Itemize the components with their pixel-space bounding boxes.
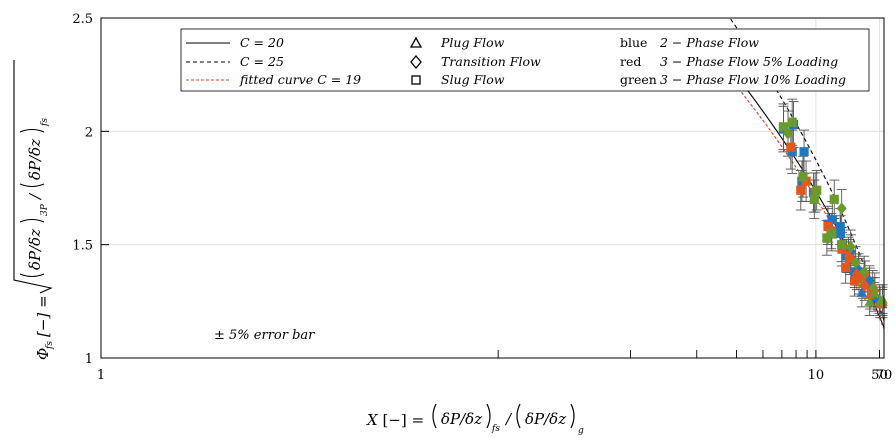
svg-text:Plug Flow: Plug Flow bbox=[440, 35, 505, 50]
data-point-diamond bbox=[783, 127, 794, 140]
data-point-diamond bbox=[850, 256, 861, 269]
y-tick-label: 1.5 bbox=[72, 239, 93, 254]
y-axis-label: Φ fs [−] = δP/δz 3P / δP/δz fs bbox=[13, 60, 55, 360]
svg-text:δP/δz: δP/δz bbox=[26, 139, 44, 180]
data-point-square bbox=[837, 240, 847, 250]
x-tick-label: 70 bbox=[876, 368, 893, 383]
legend-color-red: red 3 − Phase Flow 5% Loading bbox=[620, 54, 838, 69]
data-point-triangle bbox=[877, 293, 888, 304]
data-point-triangle bbox=[864, 296, 875, 306]
legend-box bbox=[180, 28, 870, 92]
legend-curve-c20: C = 20 bbox=[186, 35, 284, 50]
y-tick-label: 2.5 bbox=[72, 12, 93, 27]
data-point-square bbox=[778, 122, 789, 132]
data-point-square bbox=[809, 194, 819, 204]
y-tick-label: 2 bbox=[85, 125, 93, 140]
svg-text:fitted curve C = 19: fitted curve C = 19 bbox=[239, 72, 361, 87]
data-point-triangle bbox=[867, 280, 878, 291]
data-point-square bbox=[827, 228, 837, 238]
svg-text:δP/δz: δP/δz bbox=[26, 229, 44, 270]
data-point-triangle bbox=[856, 287, 868, 297]
data-point-diamond bbox=[859, 265, 870, 278]
data-point-square bbox=[827, 215, 837, 225]
svg-text:g: g bbox=[578, 426, 584, 436]
svg-text:blue: blue bbox=[620, 35, 647, 50]
data-point-diamond bbox=[836, 202, 847, 215]
legend-curve-c25: C = 25 bbox=[186, 54, 284, 69]
svg-text:3P: 3P bbox=[40, 203, 50, 216]
data-point-square bbox=[829, 194, 839, 204]
data-point-diamond bbox=[859, 279, 870, 292]
svg-text:δP/δz: δP/δz bbox=[525, 410, 566, 428]
x-tick-label: 1 bbox=[97, 368, 105, 383]
legend-marker-plug: Plug Flow bbox=[409, 35, 505, 50]
svg-text:fs: fs bbox=[491, 424, 500, 434]
data-point-square bbox=[812, 185, 822, 195]
triangle-marker-icon bbox=[409, 36, 423, 48]
data-point-square bbox=[798, 172, 808, 182]
plot-frame bbox=[100, 17, 885, 359]
svg-text:3 − Phase Flow 10% Loading: 3 − Phase Flow 10% Loading bbox=[660, 72, 846, 87]
legend-color-green: green 3 − Phase Flow 10% Loading bbox=[620, 72, 846, 87]
data-point-square bbox=[786, 142, 796, 152]
error-bar-annotation: ± 5% error bar bbox=[214, 328, 315, 343]
svg-text:[−] =: [−] = bbox=[34, 295, 52, 337]
legend-marker-transition: Transition Flow bbox=[410, 54, 541, 70]
data-point-square bbox=[796, 185, 806, 195]
svg-text:/: / bbox=[26, 192, 44, 201]
legend-color-blue: blue 2 − Phase Flow bbox=[620, 35, 759, 50]
legend: C = 20 C = 25 fitted curve C = 19 Plug F… bbox=[180, 28, 870, 92]
axis-ticks bbox=[100, 17, 885, 359]
data-point-square bbox=[841, 262, 851, 272]
diamond-marker-icon bbox=[410, 54, 422, 70]
svg-text:C = 20: C = 20 bbox=[240, 35, 284, 50]
svg-text:fs: fs bbox=[40, 118, 50, 127]
data-point-square bbox=[787, 117, 797, 127]
legend-marker-slug: Slug Flow bbox=[411, 72, 505, 87]
data-point-diamond bbox=[845, 240, 856, 253]
data-point-square bbox=[835, 228, 846, 238]
x-tick-label: 50 bbox=[871, 368, 888, 383]
svg-text:Φ: Φ bbox=[34, 348, 52, 360]
x-tick-label: 10 bbox=[808, 368, 825, 383]
data-point-square bbox=[822, 233, 832, 243]
data-points bbox=[778, 117, 888, 309]
data-point-square bbox=[835, 221, 845, 232]
data-point-diamond bbox=[843, 250, 854, 262]
svg-text:C = 25: C = 25 bbox=[240, 54, 284, 69]
data-point-diamond bbox=[851, 268, 862, 281]
x-axis-label: X [−] = δP/δz fs / δP/δz g bbox=[366, 403, 584, 436]
y-tick-label: 1 bbox=[85, 352, 93, 367]
svg-text:Slug Flow: Slug Flow bbox=[441, 72, 505, 87]
legend-curve-fitted: fitted curve C = 19 bbox=[186, 72, 361, 87]
svg-text:Transition Flow: Transition Flow bbox=[441, 54, 541, 69]
svg-text:2 − Phase Flow: 2 − Phase Flow bbox=[659, 35, 759, 50]
data-point-triangle bbox=[869, 287, 881, 297]
svg-text:δP/δz: δP/δz bbox=[441, 410, 482, 428]
data-point-square bbox=[854, 274, 864, 284]
svg-text:red: red bbox=[620, 54, 641, 69]
svg-text:fs: fs bbox=[45, 341, 55, 350]
svg-text:3 − Phase Flow 5% Loading: 3 − Phase Flow 5% Loading bbox=[660, 54, 838, 69]
square-marker-icon bbox=[411, 75, 421, 85]
svg-text:X [−] =: X [−] = bbox=[366, 411, 424, 429]
svg-text:/: / bbox=[504, 410, 513, 428]
svg-text:green: green bbox=[620, 72, 657, 87]
data-point-square bbox=[799, 147, 809, 157]
